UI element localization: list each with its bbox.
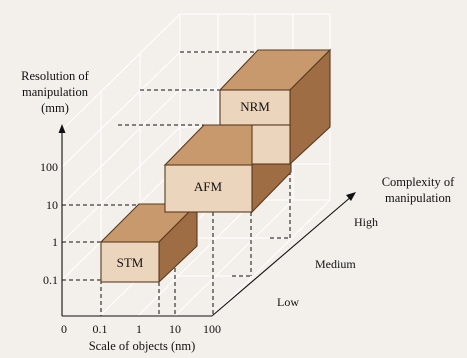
grid-line — [212, 199, 331, 317]
y-tick-label: 0.1 — [43, 273, 58, 287]
box-label-nrm: NRM — [240, 99, 270, 114]
box-front-lower — [251, 124, 291, 165]
grid-line — [61, 126, 181, 243]
box-nrm — [218, 48, 332, 166]
y-tick-label: 100 — [40, 160, 58, 174]
grid-line — [61, 51, 181, 168]
z-axis-arrow — [346, 192, 356, 201]
z-axis-line — [211, 195, 353, 317]
z-axis-title-line2: manipulation — [385, 191, 452, 205]
grid-line — [61, 13, 181, 131]
y-axis-title-line3: (mm) — [41, 101, 69, 115]
y-axis-title-line2: manipulation — [22, 85, 89, 99]
y-tick-label: 1 — [52, 235, 58, 249]
box-front — [164, 164, 253, 213]
x-tick-label: 0 — [61, 322, 67, 336]
x-tick-label: 100 — [203, 322, 221, 336]
x-axis-title: Scale of objects (nm) — [89, 339, 196, 353]
x-tick-label: 10 — [169, 322, 181, 336]
box-front — [100, 241, 160, 283]
z-tick-label: Medium — [315, 257, 356, 271]
box-label-afm: AFM — [194, 179, 223, 194]
grid-line — [137, 199, 256, 317]
y-axis-arrow — [58, 124, 66, 133]
box-label-stm: STM — [117, 255, 144, 270]
x-tick-label: 1 — [136, 322, 142, 336]
y-tick-label: 10 — [46, 198, 58, 212]
grid-line — [61, 88, 181, 206]
z-axis-title-line1: Complexity of — [382, 175, 455, 189]
y-axis-title-line1: Resolution of — [21, 69, 90, 83]
x-tick-label: 0.1 — [93, 322, 108, 336]
box-stm — [99, 202, 199, 284]
z-tick-label: Low — [277, 295, 299, 309]
z-tick-label: High — [354, 215, 378, 229]
axes — [58, 124, 356, 317]
grid-line — [174, 199, 294, 317]
